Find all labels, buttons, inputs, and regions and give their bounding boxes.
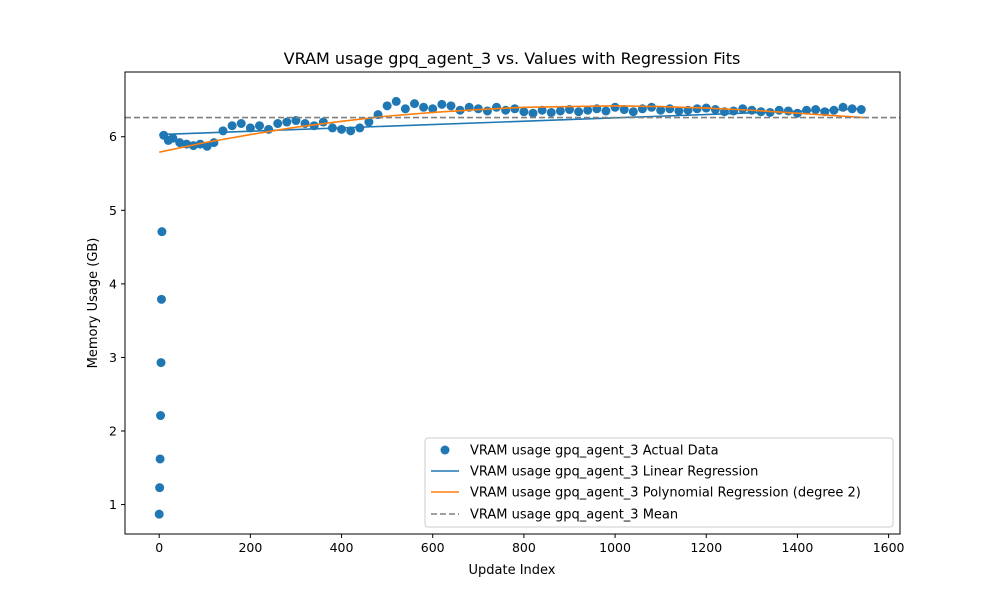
scatter-point xyxy=(209,138,219,148)
y-tick-label: 5 xyxy=(109,203,117,218)
scatter-point xyxy=(774,105,784,115)
legend-entry-label: VRAM usage gpq_agent_3 Linear Regression xyxy=(470,465,758,480)
scatter-point xyxy=(601,106,611,116)
scatter-point xyxy=(647,102,657,112)
x-tick-label: 1400 xyxy=(782,540,814,555)
scatter-point xyxy=(555,106,565,116)
scatter-point xyxy=(346,126,356,136)
scatter-point xyxy=(155,483,165,493)
scatter-point xyxy=(391,96,401,106)
scatter-point xyxy=(155,454,165,464)
plot-area xyxy=(125,96,900,519)
x-tick-label: 1000 xyxy=(599,540,631,555)
y-tick-label: 1 xyxy=(109,497,117,512)
scatter-point xyxy=(537,105,547,115)
polynomial-regression-line xyxy=(159,105,864,153)
x-tick-label: 200 xyxy=(238,540,262,555)
scatter-point xyxy=(156,411,166,421)
scatter-point xyxy=(409,99,419,109)
scatter-point xyxy=(574,107,584,117)
plot-frame xyxy=(124,71,901,535)
scatter-point xyxy=(501,105,511,115)
x-tick-label: 1200 xyxy=(690,540,722,555)
scatter-point xyxy=(492,102,502,112)
scatter-point xyxy=(218,126,228,136)
scatter-point xyxy=(619,105,629,115)
scatter-point xyxy=(154,509,164,519)
scatter-point xyxy=(665,104,675,114)
scatter-point xyxy=(482,106,492,116)
x-axis-label: Update Index xyxy=(468,563,555,578)
scatter-point xyxy=(236,119,246,128)
scatter-point xyxy=(168,133,178,143)
scatter-point xyxy=(227,121,237,131)
scatter-point xyxy=(692,104,702,114)
legend-entry-label: VRAM usage gpq_agent_3 Mean xyxy=(470,508,678,523)
y-tick-label: 6 xyxy=(109,129,117,144)
scatter-point xyxy=(583,105,593,115)
y-tick-label: 4 xyxy=(109,276,117,291)
scatter-point xyxy=(309,121,319,131)
y-axis-label: Memory Usage (GB) xyxy=(86,238,101,369)
scatter-point xyxy=(811,105,821,115)
scatter-point xyxy=(382,101,392,111)
scatter-point xyxy=(446,101,456,111)
scatter-point xyxy=(254,121,264,131)
x-tick-label: 0 xyxy=(155,540,163,555)
scatter-point xyxy=(546,107,556,117)
legend-entry-label: VRAM usage gpq_agent_3 Actual Data xyxy=(470,444,719,459)
scatter-point xyxy=(738,104,748,114)
scatter-point xyxy=(610,102,620,112)
scatter-point xyxy=(282,117,292,127)
scatter-point xyxy=(156,294,166,304)
scatter-point xyxy=(419,102,429,112)
scatter-point xyxy=(157,227,167,237)
scatter-point xyxy=(510,104,520,114)
scatter-point xyxy=(245,123,255,133)
y-tick-label: 2 xyxy=(109,424,117,439)
legend: VRAM usage gpq_agent_3 Actual Data VRAM u… xyxy=(424,437,894,528)
scatter-point xyxy=(337,124,347,134)
scatter-point xyxy=(437,99,447,109)
legend-entry-label: VRAM usage gpq_agent_3 Polynomial Regres… xyxy=(470,486,861,501)
scatter-point xyxy=(364,117,374,127)
scatter-point xyxy=(528,108,538,118)
scatter-point xyxy=(318,117,328,127)
x-tick-label: 800 xyxy=(512,540,536,555)
x-tick-label: 400 xyxy=(330,540,354,555)
scatter-point xyxy=(519,107,529,117)
scatter-point xyxy=(838,102,848,112)
x-tick-label: 1600 xyxy=(873,540,905,555)
scatter-point xyxy=(273,119,283,128)
chart-title: VRAM usage gpq_agent_3 vs. Values with R… xyxy=(284,49,741,69)
scatter-point xyxy=(202,141,212,151)
x-tick-label: 600 xyxy=(421,540,445,555)
scatter-point xyxy=(628,107,638,117)
scatter-point xyxy=(156,358,166,368)
legend-marker-actual xyxy=(440,445,450,455)
legend-box xyxy=(424,437,894,528)
scatter-point xyxy=(428,104,438,114)
scatter-point xyxy=(656,105,666,115)
x-axis: 0 200 400 600 800 1000 1200 1400 1600 xyxy=(155,534,905,555)
scatter-point xyxy=(674,106,684,116)
y-tick-label: 3 xyxy=(109,350,117,365)
y-axis: 1 2 3 4 5 6 xyxy=(109,129,125,512)
scatter-point xyxy=(400,104,410,114)
scatter-point xyxy=(710,105,720,115)
scatter-point xyxy=(175,138,185,148)
